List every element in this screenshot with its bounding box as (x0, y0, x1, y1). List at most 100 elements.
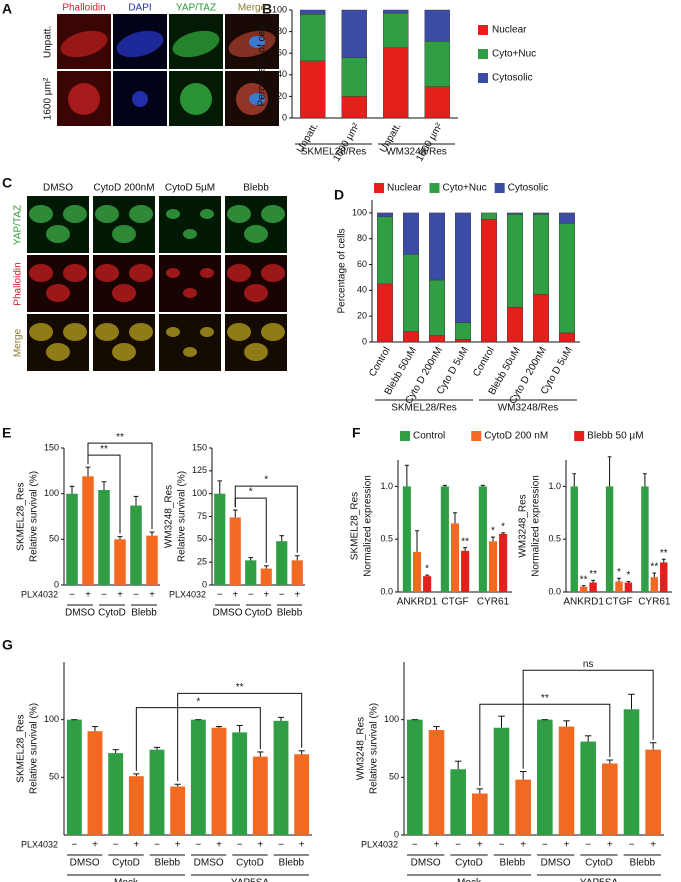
cell (244, 343, 268, 361)
bar (624, 582, 633, 592)
bar-segment (300, 14, 326, 61)
group-label: CytoD (455, 858, 483, 869)
bar (570, 486, 578, 592)
y-tick-label: 40 (357, 285, 367, 295)
y-axis-label: Relative survival (%) (29, 703, 40, 794)
y-tick-label: 50 (389, 772, 399, 782)
significance-label: ns (583, 659, 594, 670)
bar (472, 793, 488, 835)
x-tick-label: + (257, 840, 263, 851)
x-tick-label: + (85, 590, 91, 601)
cell (46, 284, 70, 302)
y-axis-label: Relative survival (%) (177, 471, 188, 562)
bar (580, 741, 596, 835)
cell (29, 323, 53, 341)
y-tick-label: 1.0 (380, 481, 393, 491)
panel-label: B (262, 1, 272, 17)
y-axis-label: Relative survival (%) (369, 703, 380, 794)
significance-label: * (196, 696, 200, 707)
bar-segment (300, 9, 326, 15)
column-label: YAP/TAZ (176, 3, 216, 14)
x-tick-label: Control (471, 345, 497, 378)
micrograph (159, 255, 221, 312)
y-tick-label: 60 (357, 259, 367, 269)
cell (180, 83, 212, 115)
significance-label: * (626, 570, 630, 581)
x-tick-label: − (113, 840, 119, 851)
cell (129, 264, 153, 282)
x-tick-label: CYR61 (638, 597, 671, 608)
bar (273, 720, 289, 835)
bar-segment (455, 322, 472, 340)
cell (166, 209, 180, 219)
x-tick-label: − (71, 840, 77, 851)
x-tick-label: − (154, 840, 160, 851)
bar-segment (377, 216, 394, 285)
legend-swatch (400, 431, 410, 441)
bar-segment (403, 254, 420, 332)
bar-segment (507, 213, 524, 308)
significance-label: * (501, 522, 505, 533)
nucleus (249, 36, 265, 48)
significance-bracket (522, 669, 654, 769)
y-tick-label: 40 (277, 69, 287, 79)
group-label: SKMEL28/Res (391, 403, 457, 414)
bar (537, 719, 553, 835)
bar (146, 535, 158, 585)
cell (129, 323, 153, 341)
y-axis-label: Normalized expression (363, 475, 374, 577)
significance-label: ** (116, 432, 124, 443)
significance-label: ** (236, 682, 244, 693)
legend-swatch (574, 431, 585, 441)
group-label: YAP5SA (231, 878, 269, 882)
x-tick-label: − (101, 590, 107, 601)
bar (260, 568, 272, 585)
cell (129, 205, 153, 223)
cell (112, 284, 136, 302)
bar-segment (300, 60, 326, 119)
x-tick-label: + (92, 840, 98, 851)
pm-label: PLX4032 (361, 839, 398, 849)
micrograph (27, 255, 89, 312)
x-tick-label: + (294, 590, 300, 601)
x-tick-label: + (263, 590, 269, 601)
column-label: Merge (238, 3, 267, 14)
y-tick-label: 60 (277, 48, 287, 58)
significance-label: ** (660, 548, 668, 559)
group-label: CytoD (585, 858, 613, 869)
bar-segment (341, 96, 367, 119)
x-tick-label: − (195, 840, 201, 851)
x-tick-label: + (133, 840, 139, 851)
pm-label: PLX4032 (21, 589, 58, 599)
bar-segment (429, 279, 446, 336)
panel-label: C (2, 175, 12, 191)
bar (450, 769, 466, 835)
x-tick-label: + (607, 840, 613, 851)
column-label: Blebb (243, 183, 269, 194)
x-tick-label: + (216, 840, 222, 851)
legend-swatch (478, 73, 488, 83)
cell (166, 327, 180, 337)
legend-label: Cyto+Nuc (442, 183, 486, 194)
group-label: SKMEL28/Res (301, 147, 367, 158)
column-label: DMSO (43, 183, 73, 194)
x-tick-label: − (629, 840, 635, 851)
significance-label: ** (589, 569, 597, 580)
row-label: Phalloidin (13, 262, 24, 305)
cell (63, 264, 87, 282)
y-tick-label: 0 (394, 829, 399, 839)
bar (149, 749, 165, 835)
x-tick-label: − (542, 840, 548, 851)
legend-label: Nuclear (492, 25, 527, 36)
y-tick-label: 50 (49, 534, 59, 544)
x-tick-label: Control (367, 345, 393, 378)
y-tick-label: 80 (357, 233, 367, 243)
bar (488, 541, 498, 592)
bar-segment (383, 47, 409, 119)
bar (605, 486, 614, 592)
bar (440, 486, 449, 592)
bar (515, 779, 531, 835)
bar (229, 517, 241, 585)
bar (499, 533, 508, 592)
x-tick-label: CTGF (605, 597, 632, 608)
